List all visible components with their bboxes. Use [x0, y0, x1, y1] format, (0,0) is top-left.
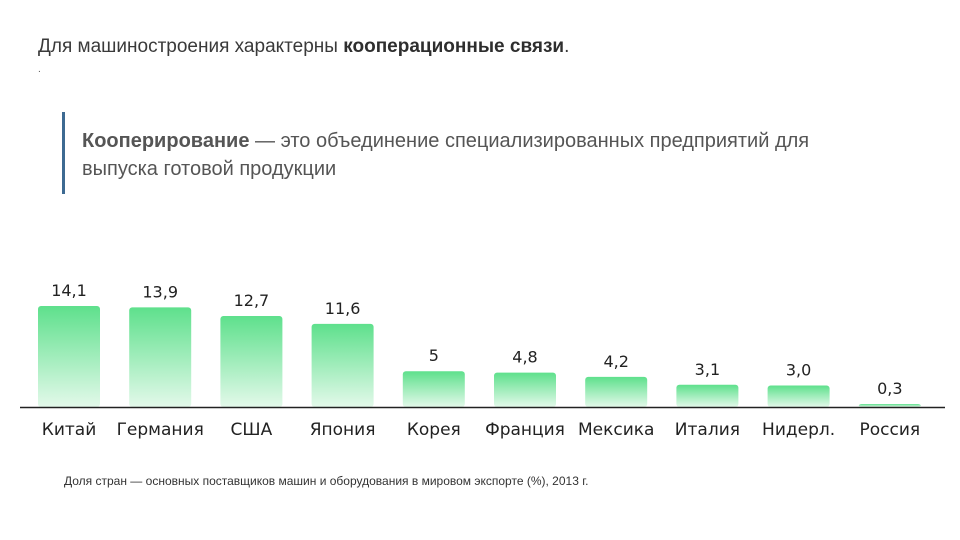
- value-label-0: 14,1: [51, 281, 87, 300]
- category-label-8: Нидерл.: [762, 420, 835, 440]
- value-label-9: 0,3: [877, 379, 902, 398]
- bar-0: [38, 306, 100, 407]
- value-label-8: 3,0: [786, 361, 811, 380]
- bar-4: [402, 371, 465, 407]
- category-label-2: США: [231, 420, 273, 440]
- definition-text: — это объединение специализированных пре…: [82, 130, 810, 180]
- stray-dot: .: [38, 64, 41, 75]
- value-label-3: 11,6: [325, 299, 361, 318]
- title-bold: кооперационные связи: [343, 36, 565, 57]
- value-label-2: 12,7: [234, 291, 270, 310]
- bar-9: [858, 404, 921, 407]
- bar-5: [494, 372, 556, 407]
- category-label-5: Франция: [485, 420, 565, 440]
- category-label-7: Италия: [675, 420, 740, 440]
- value-label-7: 3,1: [695, 360, 720, 379]
- value-label-1: 13,9: [142, 282, 178, 301]
- title-suffix: .: [564, 36, 570, 57]
- slide-title: Для машиностроения характерны кооперацио…: [38, 36, 569, 58]
- bar-8: [767, 385, 830, 407]
- bar-1: [129, 307, 192, 407]
- category-label-1: Германия: [117, 420, 204, 440]
- bar-6: [585, 376, 648, 407]
- bar-7: [676, 384, 739, 407]
- value-label-6: 4,2: [603, 352, 628, 371]
- chart-caption: Доля стран — основных поставщиков машин …: [64, 474, 589, 488]
- value-label-5: 4,8: [512, 348, 537, 367]
- quote-accent-bar: [62, 112, 65, 194]
- category-label-0: Китай: [42, 420, 97, 440]
- bar-2: [220, 316, 283, 407]
- definition-quote: Кооперирование — это объединение специал…: [82, 127, 822, 183]
- value-label-4: 5: [429, 346, 439, 365]
- bar-3: [311, 323, 374, 407]
- definition-term: Кооперирование: [82, 130, 250, 152]
- title-prefix: Для машиностроения характерны: [38, 36, 344, 57]
- category-label-3: Япония: [310, 420, 376, 440]
- category-label-6: Мексика: [578, 420, 654, 440]
- category-label-9: Россия: [859, 420, 920, 440]
- category-label-4: Корея: [407, 420, 461, 440]
